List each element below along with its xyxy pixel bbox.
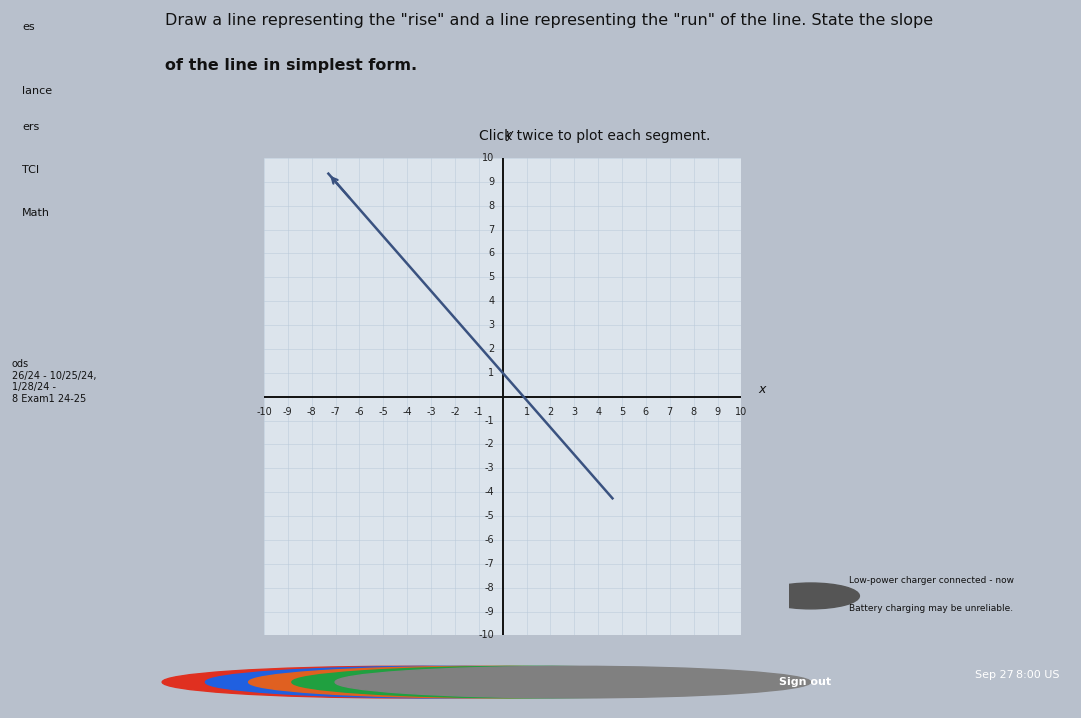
Text: 9: 9 (489, 177, 494, 187)
Text: 6: 6 (643, 407, 649, 417)
Text: -2: -2 (450, 407, 459, 417)
Text: 7: 7 (488, 225, 494, 235)
Text: -4: -4 (402, 407, 412, 417)
Text: -2: -2 (484, 439, 494, 449)
Text: Math: Math (22, 208, 50, 218)
Text: 7: 7 (667, 407, 672, 417)
Text: x: x (758, 383, 765, 396)
Text: Click a segment to delete it.: Click a segment to delete it. (497, 168, 693, 182)
Circle shape (162, 666, 638, 698)
Text: 8:00 US: 8:00 US (1016, 670, 1059, 680)
Text: y: y (505, 129, 512, 141)
Text: -8: -8 (307, 407, 317, 417)
Text: -1: -1 (473, 407, 483, 417)
Text: ods
26/24 - 10/25/24,
1/28/24 -
8 Exam1 24-25: ods 26/24 - 10/25/24, 1/28/24 - 8 Exam1 … (12, 359, 96, 404)
Text: -8: -8 (484, 583, 494, 592)
Text: 8: 8 (489, 201, 494, 210)
Text: -10: -10 (256, 407, 271, 417)
Text: Sep 27: Sep 27 (975, 670, 1014, 680)
Text: 5: 5 (488, 272, 494, 282)
Text: 4: 4 (596, 407, 601, 417)
Text: -7: -7 (331, 407, 341, 417)
Text: Battery charging may be unreliable.: Battery charging may be unreliable. (849, 605, 1013, 613)
Text: 10: 10 (735, 407, 748, 417)
Text: 3: 3 (489, 320, 494, 330)
Circle shape (335, 666, 811, 698)
Text: 8: 8 (691, 407, 697, 417)
Text: Draw a line representing the "rise" and a line representing the "run" of the lin: Draw a line representing the "rise" and … (164, 13, 933, 28)
Text: lance: lance (22, 86, 52, 96)
Text: Low-power charger connected - now: Low-power charger connected - now (849, 576, 1014, 584)
Text: 2: 2 (488, 344, 494, 354)
Text: 1: 1 (523, 407, 530, 417)
Text: -9: -9 (283, 407, 293, 417)
Text: -5: -5 (484, 511, 494, 521)
Circle shape (292, 666, 768, 698)
Text: ers: ers (22, 122, 39, 132)
Text: Click twice to plot each segment.: Click twice to plot each segment. (479, 129, 710, 143)
Circle shape (205, 666, 681, 698)
Text: 5: 5 (619, 407, 625, 417)
Text: -6: -6 (484, 535, 494, 545)
Circle shape (249, 666, 724, 698)
Text: 10: 10 (482, 153, 494, 163)
Text: TCI: TCI (22, 165, 39, 175)
Text: 3: 3 (571, 407, 577, 417)
Text: Sign out: Sign out (779, 677, 831, 687)
Text: -5: -5 (378, 407, 388, 417)
Text: -4: -4 (484, 488, 494, 497)
Text: -6: -6 (355, 407, 364, 417)
Text: 6: 6 (489, 248, 494, 258)
Text: -10: -10 (479, 630, 494, 640)
Text: of the line in simplest form.: of the line in simplest form. (164, 58, 417, 73)
Circle shape (762, 583, 859, 609)
Text: 9: 9 (715, 407, 721, 417)
Text: -3: -3 (484, 463, 494, 473)
Text: -1: -1 (484, 416, 494, 426)
Text: es: es (22, 22, 35, 32)
Text: -7: -7 (484, 559, 494, 569)
Text: 1: 1 (489, 368, 494, 378)
Text: -3: -3 (426, 407, 436, 417)
Text: 2: 2 (547, 407, 553, 417)
Text: 4: 4 (489, 297, 494, 306)
Text: -9: -9 (484, 607, 494, 617)
